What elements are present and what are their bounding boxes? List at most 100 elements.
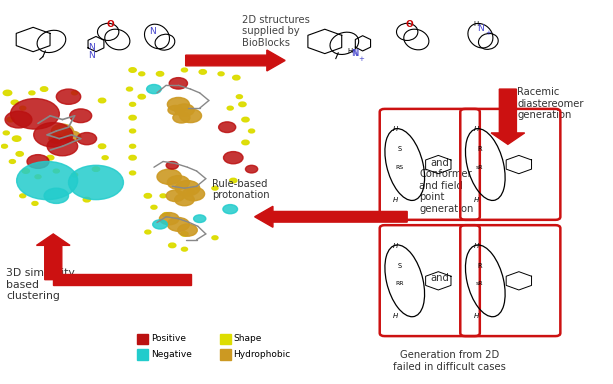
Text: Negative: Negative <box>151 349 192 359</box>
Circle shape <box>10 99 59 129</box>
Circle shape <box>167 218 189 231</box>
Circle shape <box>63 131 81 142</box>
Circle shape <box>187 190 194 194</box>
Circle shape <box>175 104 194 116</box>
Circle shape <box>169 243 176 248</box>
Circle shape <box>11 100 18 105</box>
Circle shape <box>99 98 105 103</box>
Circle shape <box>160 194 166 198</box>
Circle shape <box>173 113 190 123</box>
Circle shape <box>181 247 188 251</box>
Circle shape <box>70 109 92 122</box>
Circle shape <box>219 122 236 132</box>
Circle shape <box>83 197 91 202</box>
Text: Rule-based
protonation: Rule-based protonation <box>212 179 270 200</box>
Text: Shape: Shape <box>234 334 262 343</box>
Circle shape <box>168 106 183 114</box>
Circle shape <box>239 102 246 107</box>
Circle shape <box>129 115 136 120</box>
Text: Hydrophobic: Hydrophobic <box>234 349 291 359</box>
Circle shape <box>153 220 167 229</box>
Text: N: N <box>88 51 95 60</box>
Circle shape <box>218 72 224 76</box>
Circle shape <box>47 137 78 156</box>
Circle shape <box>72 173 78 177</box>
FancyArrow shape <box>254 206 407 227</box>
Circle shape <box>3 90 12 96</box>
Circle shape <box>49 134 64 143</box>
Text: +: + <box>485 30 491 36</box>
Circle shape <box>242 117 249 122</box>
Circle shape <box>212 236 218 240</box>
Circle shape <box>126 87 132 91</box>
Text: N: N <box>88 43 95 51</box>
Text: O: O <box>405 20 413 29</box>
Circle shape <box>99 144 105 149</box>
Circle shape <box>166 190 185 202</box>
Circle shape <box>22 169 29 173</box>
Text: N: N <box>477 23 484 33</box>
Text: H: H <box>473 126 479 132</box>
Circle shape <box>233 75 240 80</box>
Circle shape <box>159 213 179 225</box>
Text: and: and <box>430 273 449 283</box>
Circle shape <box>12 136 21 141</box>
Circle shape <box>129 68 136 72</box>
Circle shape <box>77 132 97 145</box>
Circle shape <box>183 187 205 201</box>
Bar <box>137 349 148 360</box>
Text: 3D similarity
based
clustering: 3D similarity based clustering <box>6 268 75 301</box>
Text: R: R <box>478 146 482 152</box>
Circle shape <box>93 167 100 171</box>
Circle shape <box>169 78 188 89</box>
Circle shape <box>129 156 136 160</box>
Circle shape <box>166 162 178 169</box>
Circle shape <box>167 98 189 111</box>
Circle shape <box>212 186 218 190</box>
Circle shape <box>242 140 249 145</box>
Circle shape <box>162 213 170 217</box>
FancyArrow shape <box>491 89 525 144</box>
Circle shape <box>167 175 189 189</box>
Text: N: N <box>150 27 156 36</box>
Text: Positive: Positive <box>151 334 186 343</box>
Circle shape <box>53 169 59 173</box>
Text: N: N <box>352 50 359 58</box>
Circle shape <box>69 166 123 200</box>
Circle shape <box>145 230 151 234</box>
Text: Conformer
and field
point
generation: Conformer and field point generation <box>419 169 474 214</box>
Circle shape <box>180 109 202 122</box>
Circle shape <box>199 70 207 74</box>
Text: O: O <box>106 20 114 29</box>
Text: H: H <box>473 197 479 203</box>
FancyArrow shape <box>186 50 285 71</box>
Text: and: and <box>430 159 449 169</box>
Text: R: R <box>478 263 482 268</box>
Circle shape <box>156 71 164 76</box>
Text: H: H <box>393 243 398 249</box>
Circle shape <box>178 224 197 236</box>
Circle shape <box>7 117 14 122</box>
Text: RR: RR <box>395 281 403 286</box>
Circle shape <box>147 84 161 94</box>
Text: 2D structures
supplied by
BioBlocks: 2D structures supplied by BioBlocks <box>242 15 310 48</box>
Circle shape <box>35 175 41 179</box>
Text: RS: RS <box>395 165 403 170</box>
Circle shape <box>157 169 181 184</box>
Circle shape <box>175 180 200 196</box>
Circle shape <box>3 131 9 135</box>
Circle shape <box>32 202 38 205</box>
Circle shape <box>27 155 49 168</box>
Circle shape <box>16 152 23 156</box>
Text: Generation from 2D
failed in difficult cases: Generation from 2D failed in difficult c… <box>394 350 506 372</box>
Text: H: H <box>393 197 398 203</box>
Text: H: H <box>348 48 353 54</box>
Bar <box>220 349 231 360</box>
Text: H: H <box>393 126 398 132</box>
Circle shape <box>139 72 145 76</box>
Circle shape <box>40 87 48 91</box>
Circle shape <box>151 205 157 209</box>
Circle shape <box>237 95 242 99</box>
Circle shape <box>144 194 151 198</box>
Circle shape <box>9 160 15 164</box>
